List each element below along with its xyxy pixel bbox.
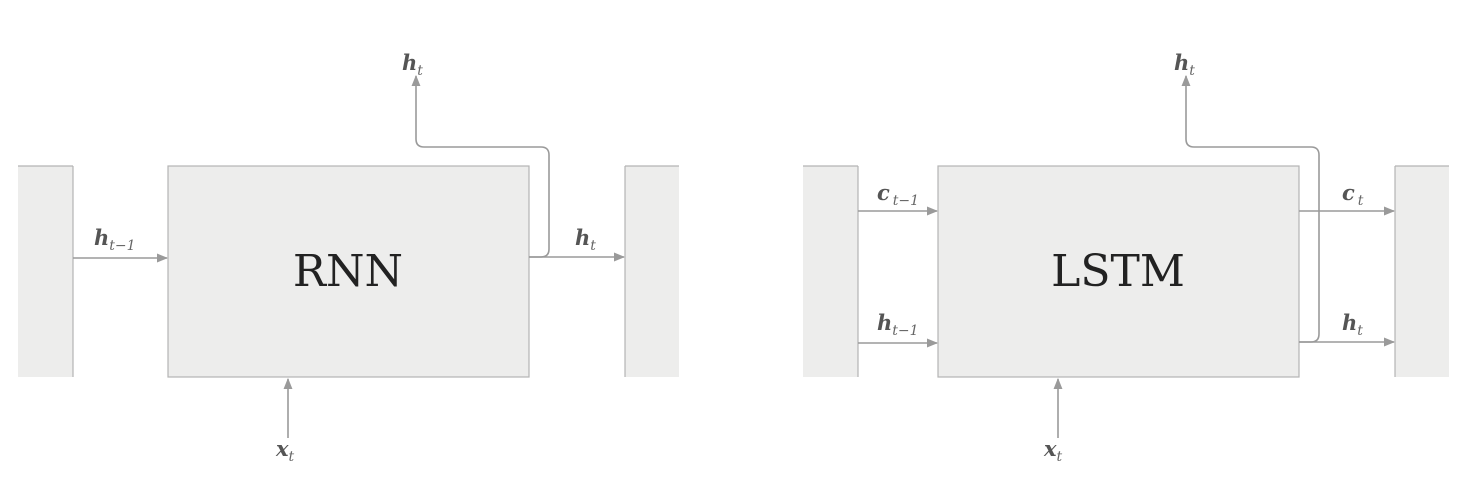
rnn-label-h-up: ht — [402, 50, 423, 79]
rnn-label-h-right: ht — [575, 225, 596, 254]
rnn-prev-cell-stub — [18, 165, 74, 377]
lstm-label-x-in: xt — [1043, 436, 1063, 465]
lstm-title: LSTM — [1051, 246, 1185, 297]
rnn-cell-box — [167, 165, 530, 378]
lstm-prev-cell-stub — [803, 165, 859, 377]
rnn-diagram: RNN ht−1 ht ht xt — [18, 50, 679, 465]
rnn-title: RNN — [293, 246, 403, 297]
lstm-h-up-arrow — [1181, 74, 1320, 343]
rnn-label-x-in: xt — [275, 436, 295, 465]
rnn-h-up-arrow — [411, 74, 550, 258]
lstm-cell-box — [937, 165, 1300, 378]
lstm-label-c-in: c t−1 — [877, 180, 919, 209]
lstm-label-h-in: ht−1 — [877, 310, 919, 339]
lstm-next-cell-stub — [1394, 165, 1449, 377]
lstm-label-h-up: ht — [1174, 50, 1195, 79]
rnn-label-h-in: ht−1 — [94, 225, 136, 254]
rnn-next-cell-stub — [624, 165, 679, 377]
lstm-label-h-out: ht — [1342, 310, 1363, 339]
